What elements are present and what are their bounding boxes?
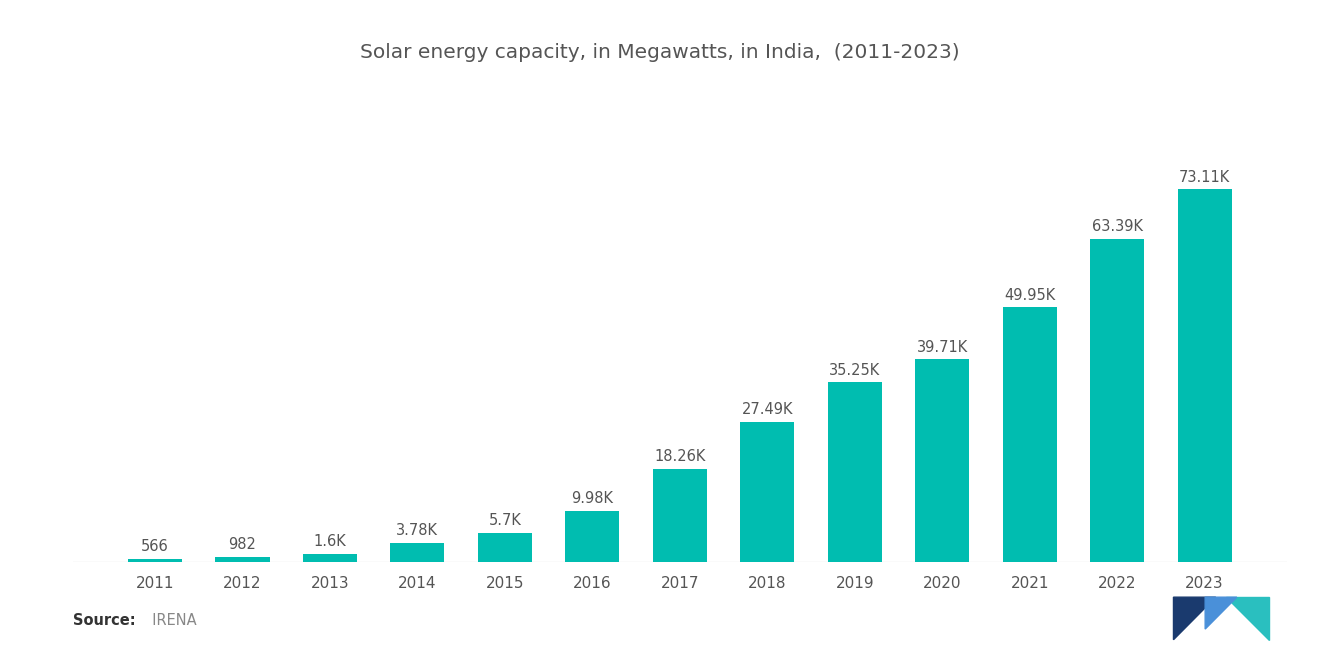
Bar (1003, 307, 1057, 562)
Text: 9.98K: 9.98K (572, 491, 614, 507)
Text: Source:: Source: (73, 613, 135, 628)
Polygon shape (1226, 597, 1269, 640)
Bar (478, 533, 532, 562)
Bar (1177, 189, 1232, 562)
Bar (1090, 239, 1144, 562)
Text: IRENA: IRENA (143, 613, 197, 628)
Bar (915, 360, 969, 562)
Text: 73.11K: 73.11K (1179, 170, 1230, 185)
Text: 5.7K: 5.7K (488, 513, 521, 528)
Text: 1.6K: 1.6K (314, 534, 346, 549)
Text: 982: 982 (228, 537, 256, 553)
Text: 3.78K: 3.78K (396, 523, 438, 538)
Text: 566: 566 (141, 539, 169, 555)
Bar (565, 511, 619, 562)
Bar (215, 557, 269, 562)
Polygon shape (1205, 597, 1237, 629)
Text: 63.39K: 63.39K (1092, 219, 1143, 234)
Text: 39.71K: 39.71K (916, 340, 968, 355)
Text: 35.25K: 35.25K (829, 362, 880, 378)
Bar (302, 554, 356, 562)
Text: Solar energy capacity, in Megawatts, in India,  (2011-2023): Solar energy capacity, in Megawatts, in … (360, 43, 960, 63)
Bar (828, 382, 882, 562)
Text: 27.49K: 27.49K (742, 402, 793, 417)
Text: 18.26K: 18.26K (655, 450, 705, 464)
Bar (391, 543, 445, 562)
Bar (741, 422, 795, 562)
Bar (128, 559, 182, 562)
Text: 49.95K: 49.95K (1005, 288, 1056, 303)
Bar (652, 469, 708, 562)
Polygon shape (1173, 597, 1216, 640)
